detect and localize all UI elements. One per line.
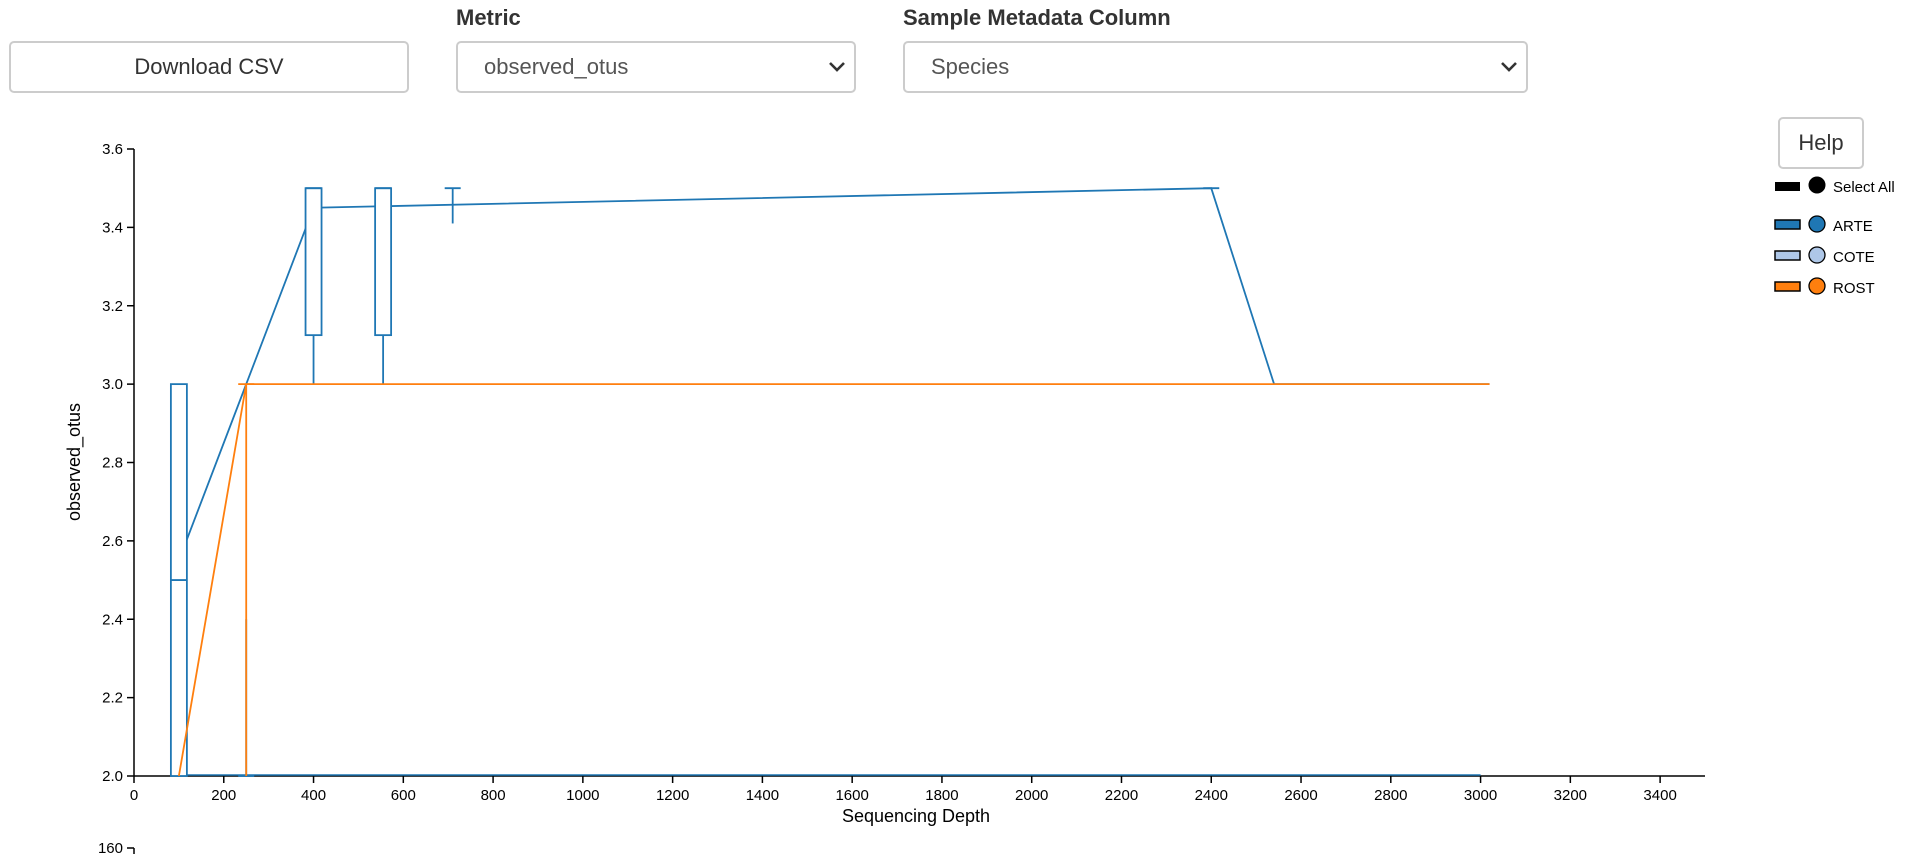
y-tick-label: 2.6 bbox=[102, 533, 123, 550]
x-tick-label: 1000 bbox=[566, 787, 599, 804]
x-tick-label: 0 bbox=[130, 787, 138, 804]
legend-dot bbox=[1808, 246, 1826, 264]
legend-swatch bbox=[1774, 219, 1801, 230]
legend-label: ROST bbox=[1833, 280, 1875, 297]
metadata-select-value: Species bbox=[931, 54, 1010, 79]
x-tick-label: 3400 bbox=[1643, 787, 1676, 804]
legend-dot bbox=[1808, 215, 1826, 233]
legend-dot bbox=[1808, 176, 1826, 194]
box-arte bbox=[304, 187, 323, 337]
x-tick-label: 2000 bbox=[1015, 787, 1048, 804]
x-tick-label: 1400 bbox=[746, 787, 779, 804]
y-axis-label: observed_otus bbox=[64, 403, 85, 521]
y-tick-label: 2.0 bbox=[102, 768, 123, 785]
x-tick-label: 2600 bbox=[1284, 787, 1317, 804]
x-tick-label: 3200 bbox=[1554, 787, 1587, 804]
download-csv-button[interactable]: Download CSV bbox=[9, 41, 409, 93]
x-tick-label: 1800 bbox=[925, 787, 958, 804]
legend-select-all[interactable]: Select All bbox=[1775, 176, 1895, 196]
y-tick-label: 2.4 bbox=[102, 611, 123, 628]
series-line-rost bbox=[177, 383, 1490, 777]
x-tick-label: 400 bbox=[301, 787, 326, 804]
legend-swatch bbox=[1774, 250, 1801, 261]
chevron-down-icon bbox=[1501, 62, 1517, 72]
legend-label: Select All bbox=[1833, 179, 1895, 196]
chart-marks bbox=[169, 187, 1490, 777]
legend-label: COTE bbox=[1833, 249, 1875, 266]
x-tick-label: 800 bbox=[481, 787, 506, 804]
x-tick-label: 200 bbox=[211, 787, 236, 804]
legend-dot bbox=[1808, 277, 1826, 295]
y-tick-label: 3.0 bbox=[102, 376, 123, 393]
x-tick-label: 1200 bbox=[656, 787, 689, 804]
metric-select-value: observed_otus bbox=[484, 54, 629, 79]
second-chart-y-tick-label: 160 bbox=[98, 840, 123, 854]
x-tick-label: 3000 bbox=[1464, 787, 1497, 804]
legend-swatch bbox=[1775, 182, 1800, 191]
help-button[interactable]: Help bbox=[1778, 117, 1864, 169]
metric-select[interactable]: observed_otus bbox=[456, 41, 856, 93]
chevron-down-icon bbox=[829, 62, 845, 72]
x-tick-label: 2200 bbox=[1105, 787, 1138, 804]
x-tick-label: 2800 bbox=[1374, 787, 1407, 804]
y-tick-label: 3.6 bbox=[102, 141, 123, 158]
legend-item-cote[interactable]: COTE bbox=[1774, 246, 1875, 266]
y-tick-label: 3.2 bbox=[102, 298, 123, 315]
y-tick-label: 2.8 bbox=[102, 455, 123, 472]
x-tick-label: 2400 bbox=[1195, 787, 1228, 804]
y-tick-label: 3.4 bbox=[102, 219, 123, 236]
x-tick-label: 1600 bbox=[835, 787, 868, 804]
metadata-column-label: Sample Metadata Column bbox=[903, 5, 1171, 30]
legend-item-rost[interactable]: ROST bbox=[1774, 277, 1875, 297]
box-arte bbox=[374, 187, 393, 337]
x-axis-label: Sequencing Depth bbox=[842, 806, 990, 826]
x-tick-label: 600 bbox=[391, 787, 416, 804]
legend-label: ARTE bbox=[1833, 218, 1873, 235]
legend-swatch bbox=[1774, 281, 1801, 292]
y-tick-label: 2.2 bbox=[102, 690, 123, 707]
axes: 0 200 400 600 800 1000 1200 1400 1600 1800 2000 220… bbox=[98, 141, 1705, 854]
legend: Select All ARTE COTE ROST bbox=[1774, 176, 1895, 297]
metadata-column-select[interactable]: Species bbox=[903, 41, 1528, 93]
metric-label: Metric bbox=[456, 5, 521, 30]
legend-item-arte[interactable]: ARTE bbox=[1774, 215, 1873, 235]
